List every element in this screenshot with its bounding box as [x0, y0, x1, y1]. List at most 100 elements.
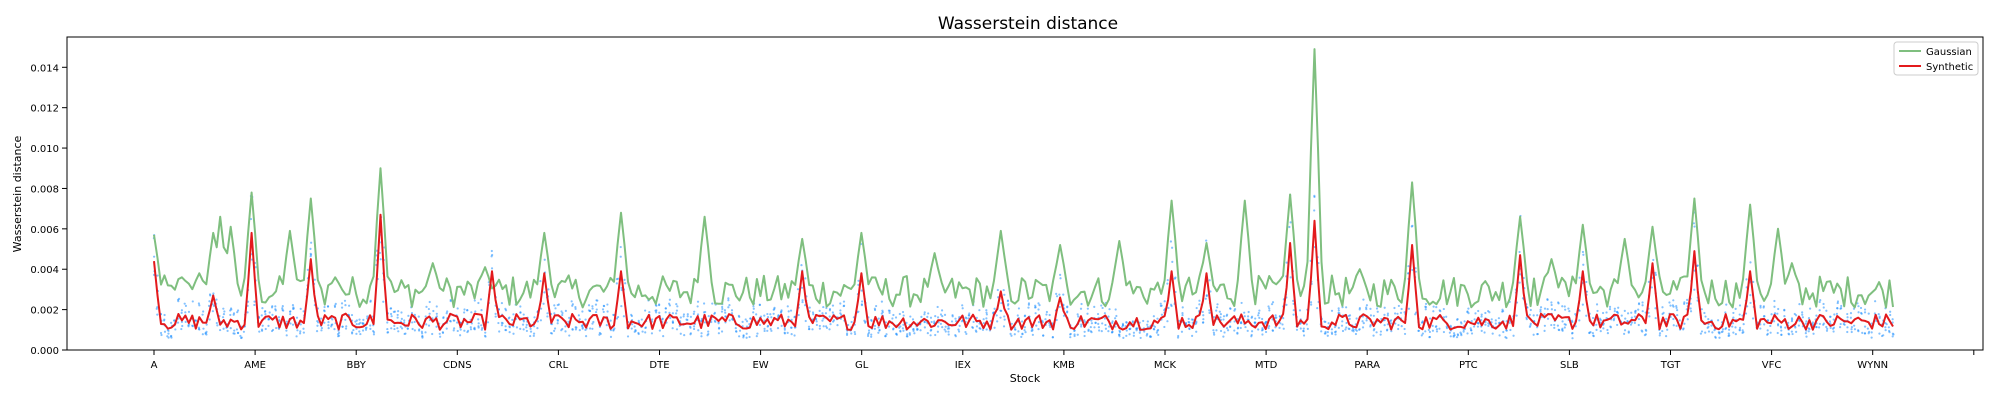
scatter-point [181, 324, 184, 328]
scatter-point [1693, 288, 1696, 291]
scatter-point [316, 320, 319, 323]
scatter-point [180, 309, 183, 312]
scatter-point [435, 305, 438, 308]
scatter-point [1267, 305, 1270, 308]
scatter-point [1002, 288, 1005, 292]
scatter-point [1543, 324, 1546, 327]
scatter-point [1637, 302, 1641, 305]
scatter-point [1776, 331, 1779, 335]
scatter-point [906, 335, 909, 338]
scatter-point [866, 334, 870, 338]
scatter-point [1076, 333, 1079, 336]
scatter-point [1836, 301, 1839, 305]
scatter-point [745, 336, 748, 339]
scatter-point [1769, 324, 1772, 328]
scatter-point [961, 304, 964, 307]
scatter-point [1473, 318, 1476, 321]
scatter-point [1829, 315, 1832, 318]
scatter-point [706, 334, 709, 337]
scatter-point [1832, 318, 1835, 321]
scatter-point [1379, 333, 1382, 336]
scatter-point [1738, 313, 1741, 316]
scatter-point [1218, 310, 1221, 313]
scatter-point [390, 315, 393, 318]
scatter-point [1282, 327, 1285, 330]
x-tick-label: BBY [347, 360, 367, 371]
scatter-point [1867, 312, 1870, 315]
scatter-point [1833, 313, 1836, 316]
scatter-point [985, 313, 988, 316]
scatter-point [724, 315, 727, 318]
scatter-point [1808, 307, 1812, 310]
scatter-point [435, 312, 438, 315]
scatter-point [1062, 293, 1065, 296]
scatter-point [1476, 325, 1480, 328]
scatter-point [497, 321, 500, 325]
scatter-point [1313, 209, 1316, 212]
scatter-point [1181, 312, 1184, 315]
scatter-point [212, 304, 215, 307]
scatter-point [223, 310, 226, 313]
scatter-point [1741, 329, 1744, 332]
scatter-point [1836, 306, 1839, 310]
scatter-point [581, 310, 584, 313]
scatter-point [1195, 320, 1198, 323]
scatter-point [1021, 333, 1024, 336]
scatter-point [1825, 309, 1828, 312]
scatter-point [580, 324, 584, 328]
scatter-point [1023, 326, 1027, 329]
scatter-point [742, 334, 745, 338]
scatter-point [700, 319, 703, 322]
x-tick-label: IEX [955, 360, 971, 371]
scatter-point [727, 297, 730, 300]
scatter-point [668, 298, 671, 301]
scatter-point [1427, 328, 1430, 331]
y-tick-label: 0.012 [30, 104, 59, 115]
scatter-point [892, 327, 895, 330]
scatter-point [169, 335, 172, 338]
scatter-point [884, 335, 887, 338]
scatter-point [828, 328, 831, 331]
scatter-point [289, 313, 292, 316]
scatter-point [1452, 332, 1456, 335]
scatter-point [1578, 309, 1581, 312]
scatter-point [609, 335, 613, 338]
scatter-point [1608, 305, 1612, 308]
scatter-point [982, 318, 985, 321]
series-line-gaussian [153, 48, 1894, 309]
scatter-point [1369, 325, 1372, 328]
scatter-point [1288, 225, 1291, 229]
scatter-point [957, 328, 960, 331]
scatter-point [400, 311, 403, 314]
scatter-point [222, 307, 225, 310]
scatter-point [1585, 280, 1588, 284]
scatter-point [1090, 322, 1094, 325]
scatter-point [1362, 298, 1365, 301]
scatter-point [411, 327, 414, 331]
scatter-point [902, 329, 905, 332]
scatter-point [927, 312, 930, 315]
scatter-point [197, 302, 201, 305]
scatter-point [1885, 323, 1888, 326]
scatter-point [898, 312, 901, 316]
scatter-point [923, 313, 926, 316]
scatter-point [1122, 336, 1125, 339]
scatter-point [930, 328, 933, 331]
scatter-point [1731, 325, 1734, 328]
scatter-point [1299, 327, 1302, 330]
scatter-point [1592, 334, 1595, 338]
scatter-point [692, 327, 696, 331]
scatter-point [1337, 311, 1340, 315]
scatter-point [1246, 329, 1249, 332]
scatter-point [1037, 321, 1041, 324]
scatter-point [355, 319, 358, 322]
scatter-point [1807, 327, 1810, 330]
scatter-point [215, 298, 218, 301]
scatter-point [631, 323, 634, 326]
scatter-point [1376, 310, 1379, 313]
scatter-point [1267, 327, 1270, 330]
scatter-point [1213, 333, 1216, 336]
x-axis: A AME BBY CDNS CRL DTE EW GL IEX KMB MCK MTD PARA PTC… [151, 350, 1975, 371]
scatter-point [1612, 319, 1615, 322]
scatter-point [591, 305, 594, 308]
